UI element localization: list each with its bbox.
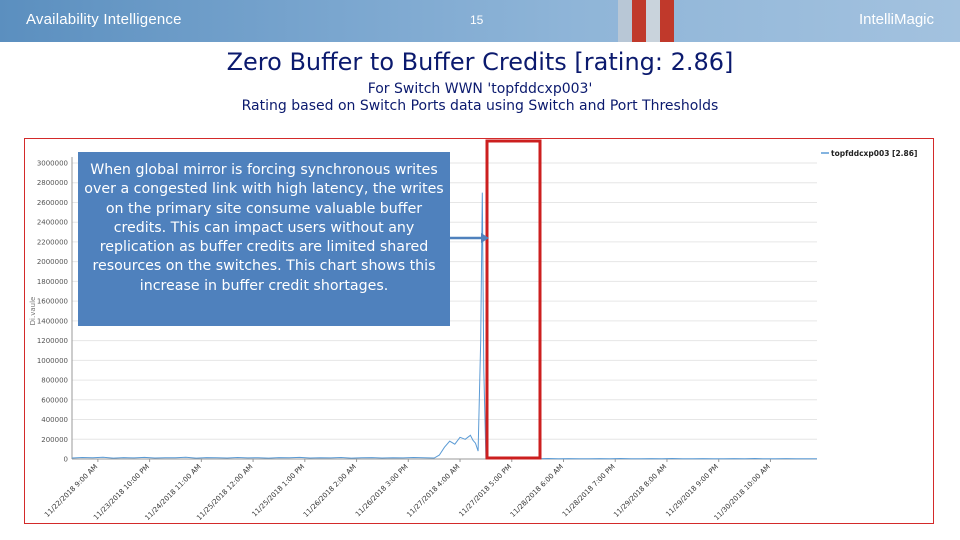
y-tick-label: 2200000 [37,238,68,246]
series-line [71,192,818,460]
y-tick-label: 2400000 [37,219,68,227]
y-tick-label: 200000 [41,436,68,444]
y-tick-label: 1400000 [37,317,68,325]
y-tick-label: 2600000 [37,199,68,207]
brand-logo-right: IntelliMagic [858,11,934,28]
brand-logo-left: Availability Intelligence [26,11,182,28]
slide-subtitle: For Switch WWN 'topfddcxp003' [367,81,593,97]
y-tick-label: 1000000 [37,357,68,365]
y-tick-label: 1200000 [37,337,68,345]
slide-title: Zero Buffer to Buffer Credits [rating: 2… [226,48,734,76]
y-tick-label: 400000 [41,416,68,424]
y-tick-label: 800000 [41,377,68,385]
page-number: 15 [470,13,484,27]
legend-label: topfddcxp003 [2.86] [831,149,917,158]
y-tick-label: 600000 [41,396,68,404]
y-tick-label: 3000000 [37,160,68,168]
slide-subtitle-2: Rating based on Switch Ports data using … [241,98,719,114]
header-banner: Availability Intelligence 15 IntelliMagi… [0,0,960,42]
callout-box: When global mirror is forcing synchronou… [78,152,450,326]
y-tick-label: 1600000 [37,298,68,306]
callout-arrow-head [481,233,489,243]
callout-text: When global mirror is forcing synchronou… [84,162,444,294]
y-tick-label: 0 [64,456,68,464]
lighthouse-image [618,0,676,42]
y-tick-label: 2000000 [37,258,68,266]
y-tick-label: 1800000 [37,278,68,286]
y-axis-label: Di.vaule [29,297,37,326]
y-tick-label: 2800000 [37,179,68,187]
spike-highlight-box [485,139,542,460]
